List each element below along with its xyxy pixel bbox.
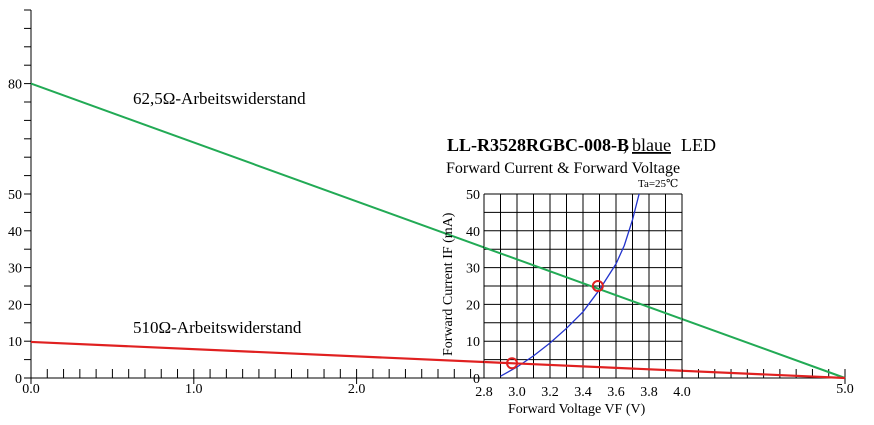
inset-ylabel: Forward Current IF (mA): [441, 212, 456, 356]
load-line-red: [30, 340, 846, 380]
y-tick-label: 40: [8, 225, 22, 240]
y-tick-label: 0: [15, 372, 22, 387]
inset-x-tick-label: 4.0: [673, 385, 691, 400]
y-tick-label: 80: [8, 78, 22, 93]
inset-title-main: LL-R3528RGBC-008-B: [447, 135, 629, 155]
inset-note: Ta=25℃: [638, 178, 678, 190]
load-line-label-62ohm: 62,5Ω-Arbeitswiderstand: [133, 89, 306, 108]
y-tick-label: 30: [8, 262, 22, 277]
y-tick-label: 10: [8, 335, 22, 350]
inset-x-tick-label: 2.8: [475, 385, 493, 400]
inset-y-tick-label: 30: [466, 262, 480, 277]
inset-xlabel: Forward Voltage VF (V): [508, 402, 646, 417]
inset-y-tick-label: 10: [466, 335, 480, 350]
inset-x-tick-label: 3.4: [574, 385, 592, 400]
load-line-green: [30, 82, 846, 379]
operating-point-marker: [591, 280, 604, 292]
inset-y-tick-label: 40: [466, 225, 480, 240]
inset-subtitle: Forward Current & Forward Voltage: [446, 160, 680, 177]
y-tick-label: 50: [8, 188, 22, 203]
inset-title-tail: LED: [681, 135, 716, 155]
x-tick-label: 5.0: [836, 382, 854, 397]
operating-point-marker: [506, 357, 519, 370]
main-chart: 0 10 20 30 40 50 80 0.0 1.0 2.0 5.0 62,5Ω-Arbeitswi…: [8, 9, 854, 397]
inset-y-tick-label: 0: [473, 372, 480, 387]
inset-title-suffix: ,: [623, 135, 628, 155]
y-tick-label: 20: [8, 298, 22, 313]
x-tick-label: 1.0: [185, 382, 203, 397]
inset-title-underlined: blaue: [632, 135, 671, 155]
load-line-label-510ohm: 510Ω-Arbeitswiderstand: [133, 318, 302, 337]
inset-x-tick-label: 3.0: [508, 385, 526, 400]
inset-x-tick-label: 3.6: [607, 385, 625, 400]
inset-y-tick-label: 20: [466, 298, 480, 313]
led-iv-curve: [500, 193, 640, 377]
x-tick-label: 0.0: [22, 382, 40, 397]
inset-y-tick-label: 50: [466, 188, 480, 203]
x-tick-label: 2.0: [348, 382, 366, 397]
inset-x-tick-label: 3.2: [541, 385, 559, 400]
inset-x-tick-label: 3.8: [640, 385, 658, 400]
